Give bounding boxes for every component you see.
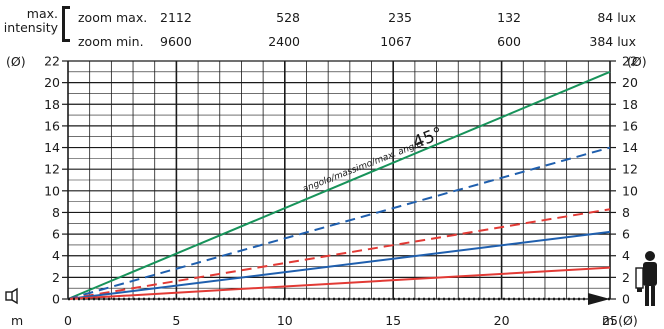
y-tick-label-right: 18 [622, 97, 638, 112]
y-tick-labels-right: 0 2 4 6 8 10 12 14 16 18 20 22 [610, 54, 638, 307]
intensity-label-line-2: intensity [3, 20, 58, 35]
angle-annotation: angolo/massimo/max. angle: 45° [301, 123, 445, 195]
beam-line [67, 146, 611, 300]
y-axis-unit-right: (Ø) [627, 54, 647, 69]
zoom-max-value: 528 [276, 10, 300, 25]
intensity-label-line-1: max. [26, 6, 58, 21]
x-tick-label: 5 [172, 313, 180, 328]
x-axis-unit-left: m [11, 313, 23, 328]
y-tick-label-right: 2 [622, 270, 630, 285]
zoom-min-value: 1067 [380, 34, 412, 49]
y-tick-label-left: 4 [52, 248, 60, 263]
y-tick-label-right: 10 [622, 183, 638, 198]
y-tick-label-right: 6 [622, 227, 630, 242]
y-tick-label-right: 14 [622, 140, 638, 155]
y-tick-label-left: 14 [44, 140, 60, 155]
y-tick-label-right: 22 [622, 54, 638, 69]
y-tick-label-right: 0 [622, 292, 630, 307]
zoom-min-label: zoom min. [78, 34, 144, 49]
zoom-min-value: 600 [497, 34, 521, 49]
y-tick-label-left: 20 [44, 75, 60, 90]
light-fixture-icon [5, 287, 18, 305]
y-tick-label-right: 4 [622, 248, 630, 263]
x-tick-label: 20 [494, 313, 510, 328]
intensity-bracket [62, 6, 70, 42]
zoom-min-value: 9600 [160, 34, 192, 49]
x-tick-label: 25 [602, 313, 618, 328]
x-axis-unit-right: m (Ø) [602, 313, 638, 328]
y-tick-label-left: 18 [44, 97, 60, 112]
zoom-max-value: 84 lux [597, 10, 636, 25]
zoom-max-value: 235 [388, 10, 412, 25]
x-tick-label: 15 [385, 313, 401, 328]
y-tick-label-right: 8 [622, 205, 630, 220]
zoom-min-value: 2400 [268, 34, 300, 49]
distance-arrowhead [588, 293, 610, 305]
y-tick-label-right: 20 [622, 75, 638, 90]
zoom-max-value: 132 [497, 10, 521, 25]
y-tick-labels-left: 0 2 4 6 8 10 12 14 16 18 20 22 [44, 54, 68, 307]
y-tick-label-left: 6 [52, 227, 60, 242]
y-tick-label-left: 12 [44, 162, 60, 177]
zoom-max-value: 2112 [160, 10, 192, 25]
y-tick-label-left: 8 [52, 205, 60, 220]
beam-line [67, 266, 611, 300]
chart-series [67, 70, 611, 305]
zoom-min-value: 384 lux [589, 34, 636, 49]
y-tick-label-right: 12 [622, 162, 638, 177]
x-tick-label: 10 [277, 313, 293, 328]
x-tick-labels: 0 5 10 15 20 25 [64, 313, 618, 328]
zoom-max-label: zoom max. [78, 10, 148, 25]
y-tick-label-left: 16 [44, 118, 60, 133]
y-tick-label-left: 2 [52, 270, 60, 285]
angle-annotation-text: angolo/massimo/max. angle: [301, 138, 426, 195]
y-tick-label-left: 22 [44, 54, 60, 69]
x-tick-label: 0 [64, 313, 72, 328]
beam-line [67, 208, 611, 300]
y-tick-label-right: 16 [622, 118, 638, 133]
y-axis-unit-left: (Ø) [6, 54, 26, 69]
y-tick-label-left: 10 [44, 183, 60, 198]
y-tick-label-left: 0 [52, 292, 60, 307]
intensity-label: max. intensity [2, 7, 58, 35]
beam-line [67, 70, 611, 300]
beam-line [67, 230, 611, 300]
angle-annotation-value: 45° [410, 123, 445, 153]
person-standing-icon [635, 251, 657, 306]
